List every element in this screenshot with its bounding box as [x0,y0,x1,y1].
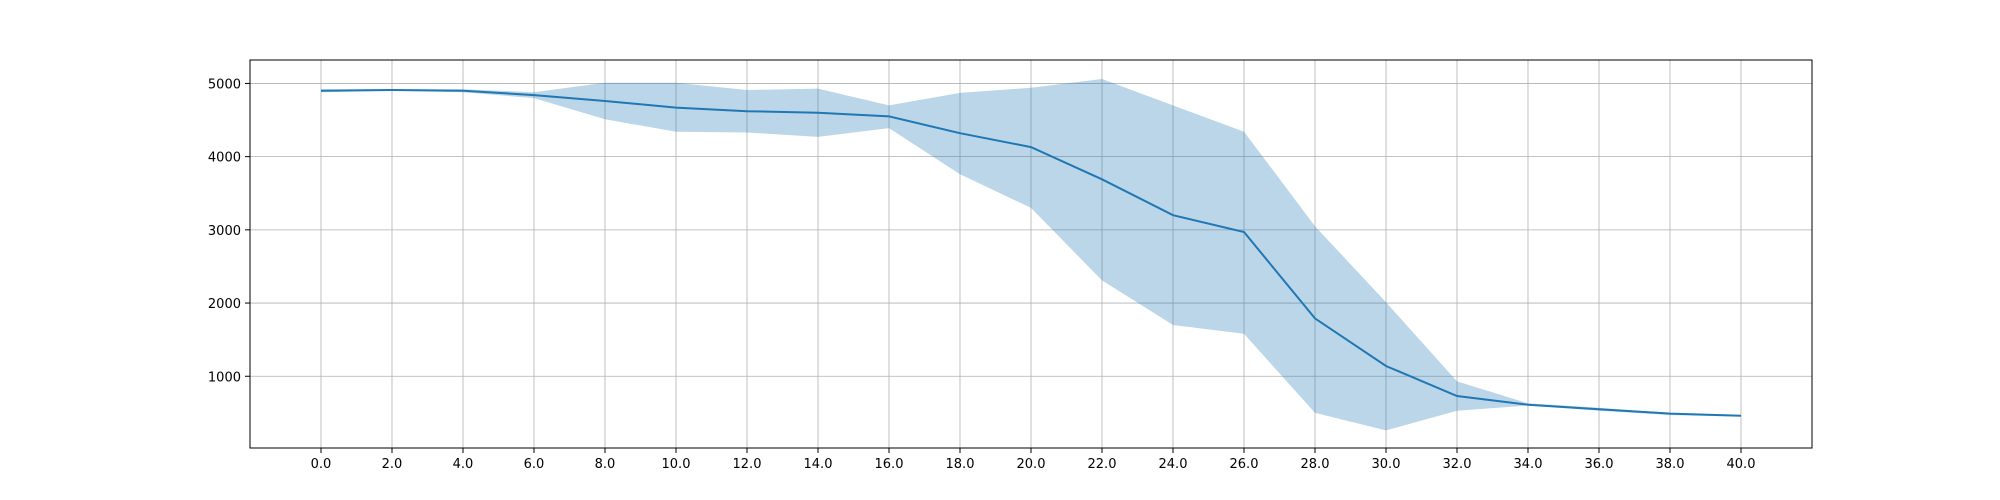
grid [250,60,1812,448]
x-tick-label: 8.0 [595,457,616,472]
x-tick-label: 24.0 [1159,457,1188,472]
x-tick-label: 14.0 [804,457,833,472]
y-tick-label: 1000 [208,370,241,385]
y-tick-label: 3000 [208,224,241,239]
x-tick-label: 2.0 [382,457,403,472]
x-tick-label: 26.0 [1230,457,1259,472]
x-tick-label: 4.0 [453,457,474,472]
x-tick-label: 0.0 [311,457,332,472]
y-tick-label: 5000 [208,77,241,92]
x-tick-label: 36.0 [1585,457,1614,472]
x-tick-label: 40.0 [1727,457,1756,472]
x-axis: 0.0 2.0 4.0 6.0 8.0 10.0 12.0 14.0 16.0 18.0 20.0 2… [311,448,1756,472]
series-line [320,88,1742,417]
confidence-band-layer [321,79,1741,431]
y-tick-label: 2000 [208,297,241,312]
x-tick-label: 10.0 [662,457,691,472]
x-tick-label: 28.0 [1301,457,1330,472]
x-tick-label: 38.0 [1656,457,1685,472]
series-line-layer [320,88,1742,417]
x-tick-label: 32.0 [1443,457,1472,472]
x-tick-label: 6.0 [524,457,545,472]
confidence-band [321,79,1741,431]
x-tick-label: 30.0 [1372,457,1401,472]
y-tick-label: 4000 [208,151,241,166]
x-tick-label: 18.0 [946,457,975,472]
y-axis: 1000 2000 3000 4000 5000 [208,77,250,385]
x-tick-label: 16.0 [875,457,904,472]
x-tick-label: 12.0 [733,457,762,472]
x-tick-label: 20.0 [1017,457,1046,472]
x-tick-label: 22.0 [1088,457,1117,472]
x-tick-label: 34.0 [1514,457,1543,472]
